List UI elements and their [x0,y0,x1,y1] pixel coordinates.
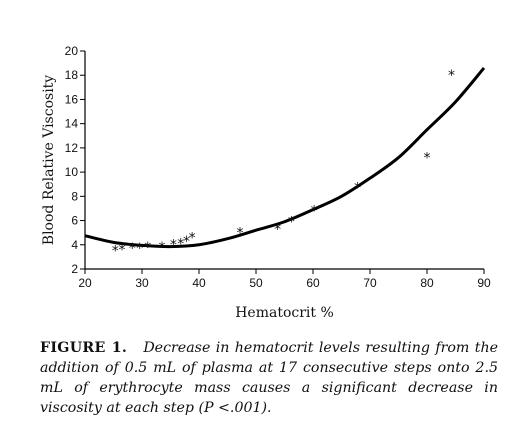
caption-label: FIGURE 1. [40,340,128,356]
x-tick-label: 40 [192,276,206,290]
data-point: * [448,68,455,84]
x-tick-label: 20 [78,276,92,290]
data-point: * [158,240,165,256]
x-tick-label: 50 [249,276,263,290]
x-tick-label: 80 [420,276,434,290]
y-tick-label: 2 [71,262,78,276]
y-axis-ticks: 2 4 6 8 10 12 14 16 18 20 [65,44,85,276]
data-point: * [288,215,295,231]
y-tick-label: 16 [65,92,79,106]
y-tick-label: 12 [65,141,79,155]
data-point: * [237,225,244,241]
fit-curve [84,66,486,249]
data-point: * [183,234,190,250]
data-point: * [144,240,151,256]
x-tick-label: 90 [477,276,491,290]
data-points: * * * * * * * *** * * ***** [112,68,455,260]
data-point: * [177,236,184,252]
y-tick-label: 18 [65,68,79,82]
x-axis-ticks: 20 30 40 50 60 70 80 90 [78,269,491,290]
y-tick-label: 8 [71,189,78,203]
data-point: * [424,150,431,166]
data-point: * [112,244,119,260]
figure-caption: FIGURE 1. Decrease in hematocrit levels … [40,338,498,418]
data-point: * [189,230,196,246]
y-tick-label: 14 [65,117,79,131]
y-axis-title: Blood Relative Viscosity [41,75,57,246]
y-tick-label: 4 [71,238,78,252]
data-point: * [274,222,281,238]
y-tick-label: 10 [65,165,79,179]
data-point: * [136,241,143,257]
data-point: * [354,181,361,197]
x-axis-title: Hematocrit % [235,305,334,321]
y-tick-label: 6 [71,214,78,228]
x-tick-label: 60 [306,276,320,290]
y-tick-label: 20 [65,44,79,58]
data-point: * [311,204,318,220]
x-tick-label: 70 [363,276,377,290]
data-point: * [119,242,126,258]
caption-text: Decrease in hematocrit levels resulting … [40,340,499,416]
data-point: * [129,241,136,257]
x-tick-label: 30 [135,276,149,290]
data-point: * [170,238,177,254]
